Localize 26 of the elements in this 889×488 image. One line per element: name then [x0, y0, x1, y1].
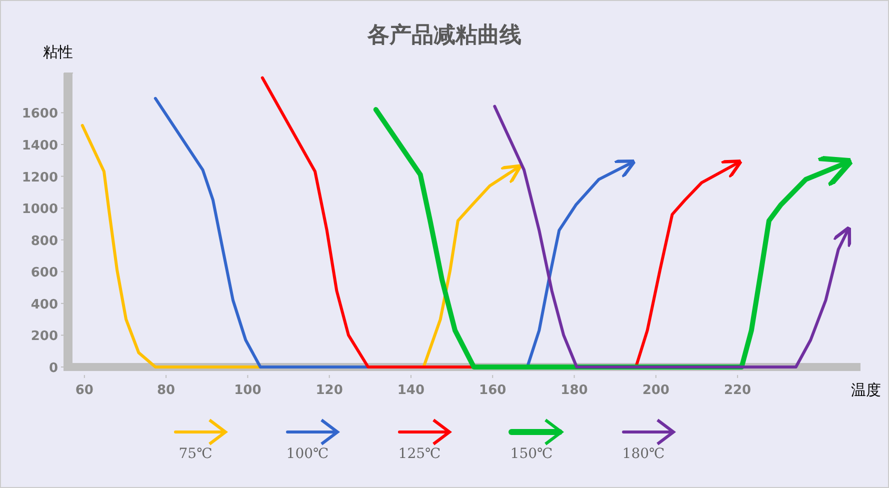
x-tick-label: 220 — [724, 383, 752, 398]
y-tick-label: 1400 — [22, 138, 58, 154]
x-axis-title: 温度 — [851, 381, 881, 399]
x-tick-label: 180 — [560, 383, 588, 398]
legend-label: 125℃ — [398, 446, 441, 462]
chart-title: 各产品减粘曲线 — [366, 22, 522, 48]
x-tick-label: 200 — [642, 383, 670, 398]
y-tick-label: 200 — [30, 329, 58, 344]
y-tick-label: 1000 — [22, 202, 58, 218]
x-tick-label: 60 — [75, 383, 94, 398]
legend-label: 75℃ — [178, 446, 212, 462]
x-tick-label: 160 — [479, 383, 506, 398]
x-tick-label: 140 — [397, 383, 425, 398]
x-tick-label: 80 — [157, 383, 176, 398]
legend-label: 150℃ — [510, 446, 553, 462]
y-tick-label: 600 — [30, 266, 58, 281]
legend-label: 180℃ — [622, 446, 665, 462]
x-tick-label: 100 — [234, 383, 262, 398]
y-tick-label: 1600 — [22, 106, 58, 122]
y-tick-label: 0 — [48, 361, 58, 376]
y-axis-title: 粘性 — [43, 43, 73, 61]
y-tick-label: 400 — [30, 297, 58, 312]
y-tick-label: 1200 — [22, 170, 58, 186]
y-tick-label: 800 — [30, 234, 58, 249]
x-tick-label: 120 — [316, 383, 343, 398]
legend-label: 100℃ — [286, 446, 329, 462]
